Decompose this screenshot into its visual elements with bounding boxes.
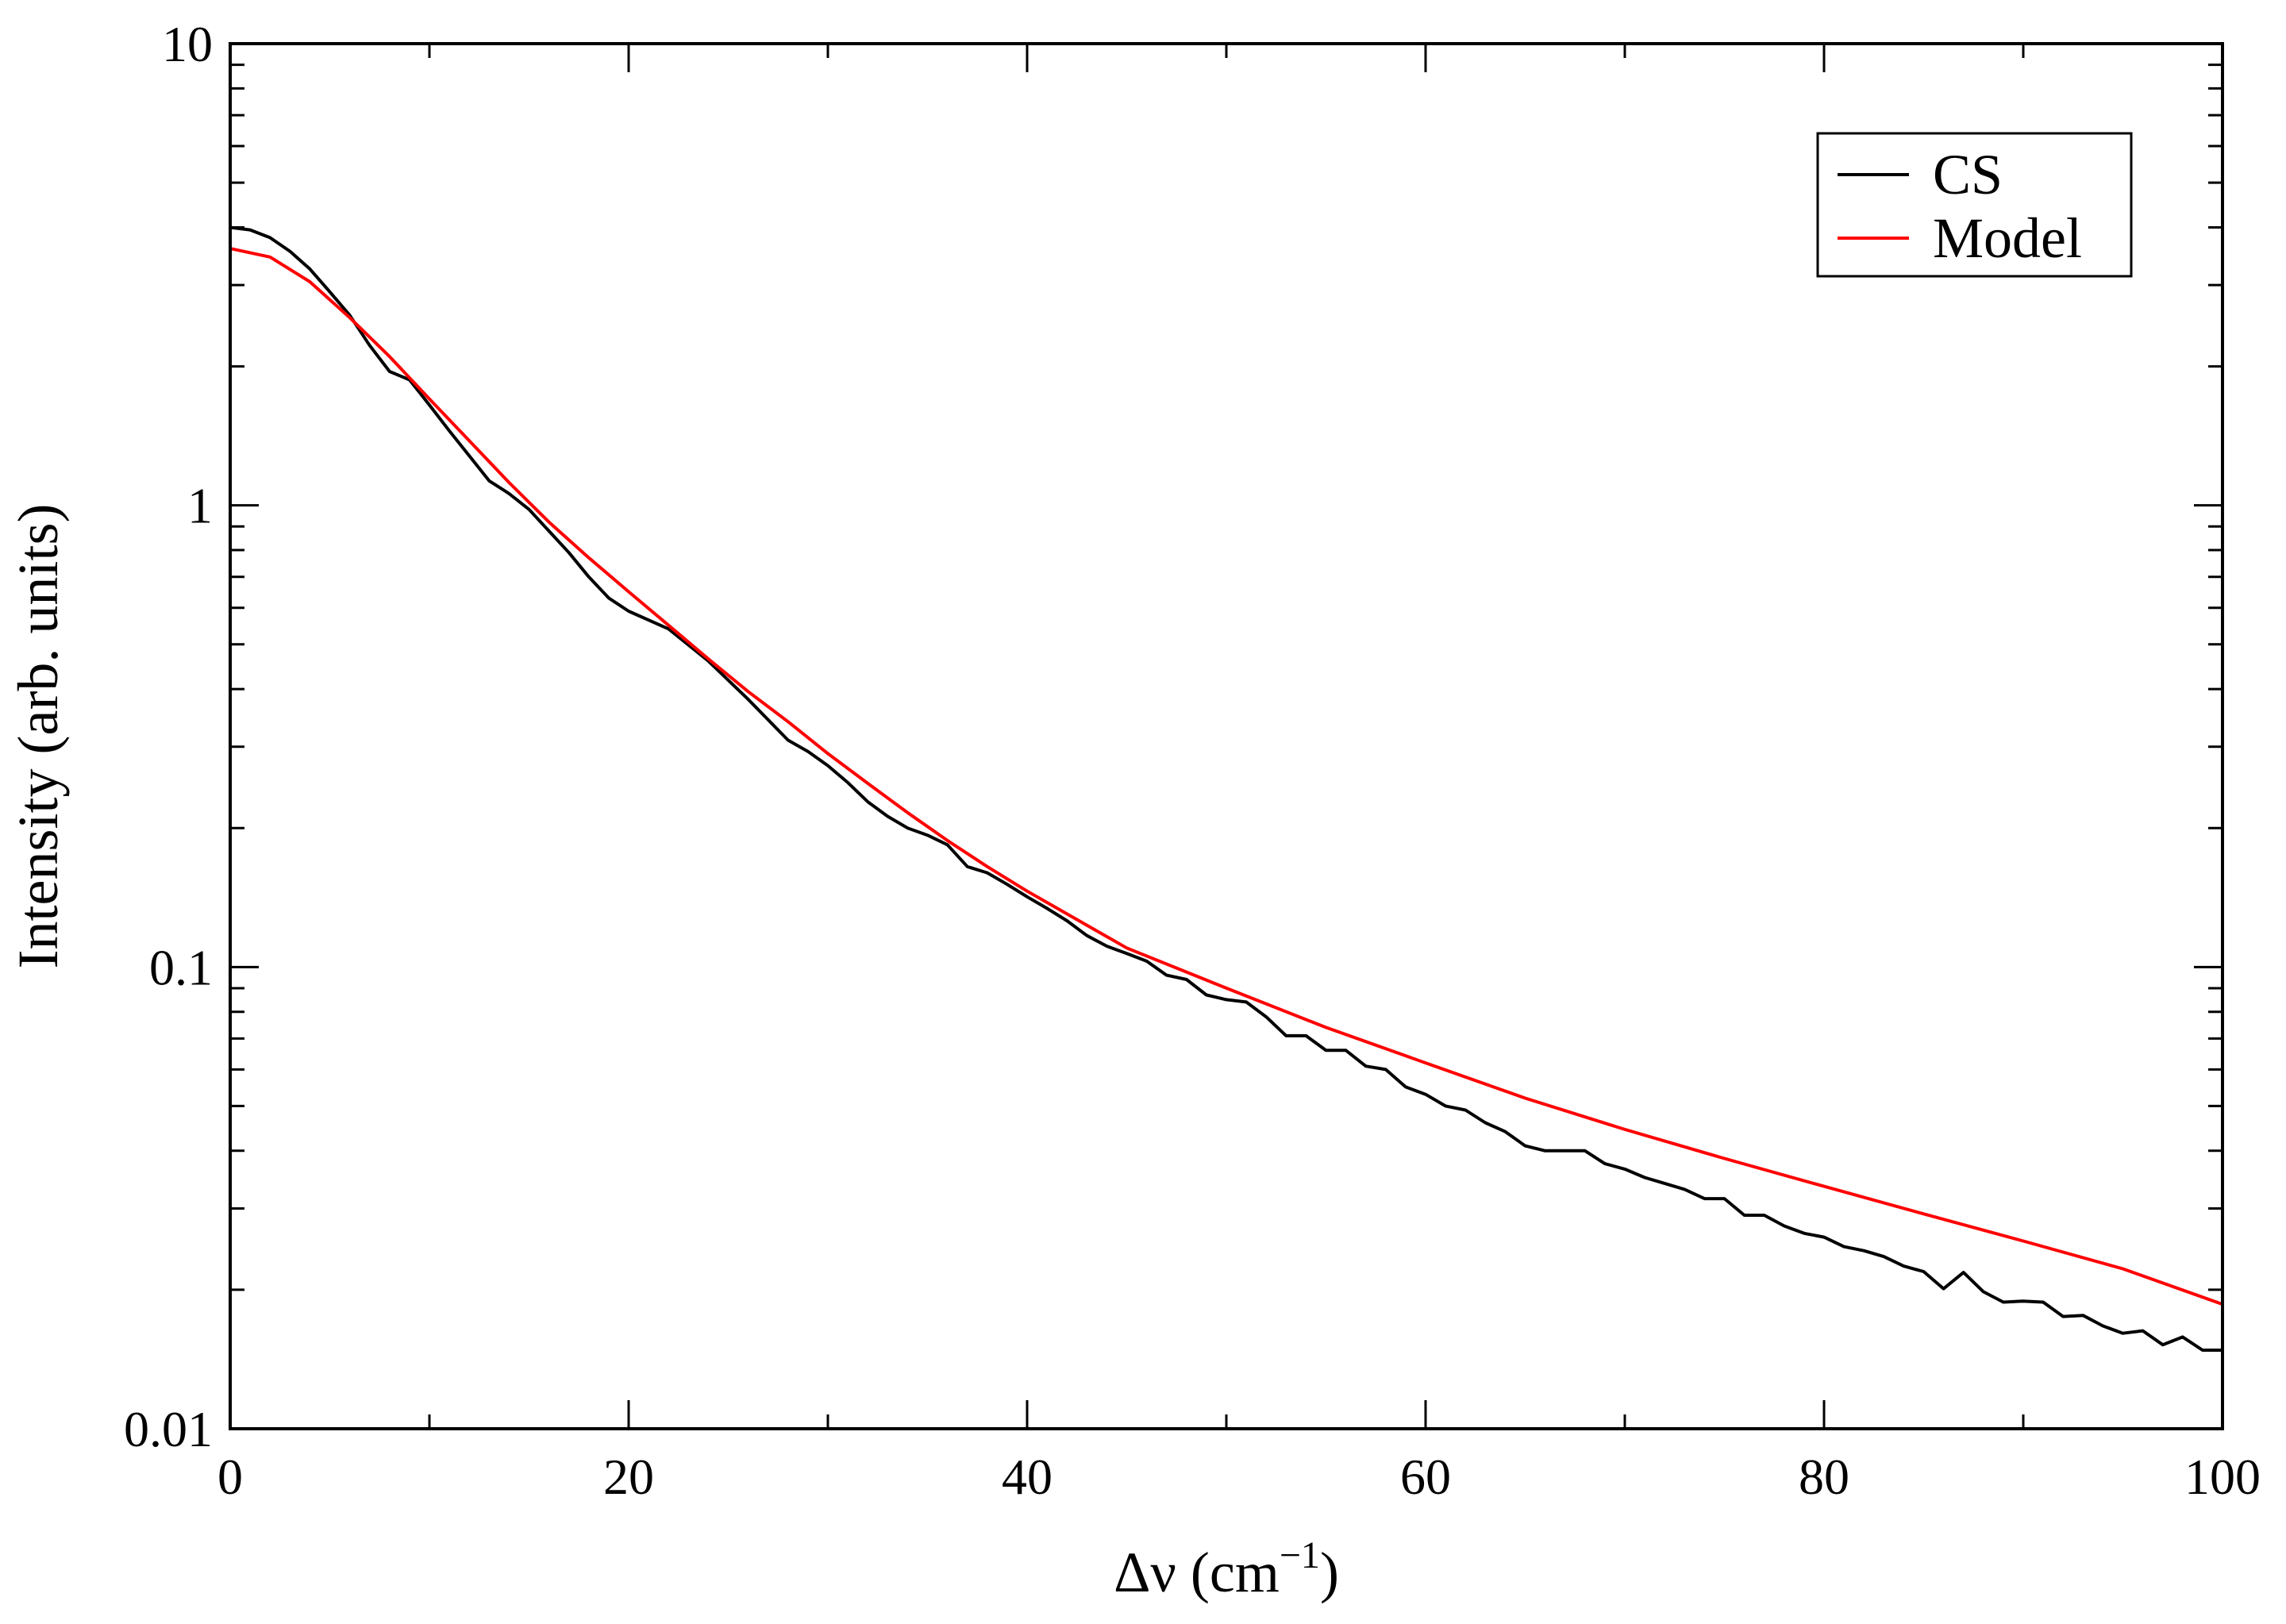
x-tick-label: 60 bbox=[1400, 1449, 1451, 1505]
y-tick-label: 0.1 bbox=[149, 939, 213, 995]
x-tick-label: 0 bbox=[217, 1449, 243, 1505]
x-axis-label-superscript: −1 bbox=[1280, 1534, 1320, 1576]
legend-label-model: Model bbox=[1933, 206, 2082, 270]
y-tick-label: 1 bbox=[187, 478, 213, 534]
x-axis-label: Δν (cm−1) bbox=[1114, 1534, 1339, 1604]
x-axis-label-end: ) bbox=[1320, 1541, 1339, 1604]
series-line-cs bbox=[229, 225, 2222, 1352]
legend-label-cs: CS bbox=[1933, 143, 2003, 206]
axis-tick-labels: 0 20 40 60 80 100 0.01 0.1 1 10 bbox=[124, 16, 2261, 1505]
legend-box bbox=[1816, 132, 2133, 278]
x-axis-label-main: Δν (cm bbox=[1114, 1541, 1280, 1604]
x-tick-label: 100 bbox=[2184, 1449, 2261, 1505]
legend: CS Model bbox=[1816, 132, 2133, 278]
series-layer bbox=[229, 225, 2223, 1352]
series-line-model bbox=[229, 247, 2223, 1307]
x-tick-label: 40 bbox=[1002, 1449, 1053, 1505]
x-tick-label: 80 bbox=[1799, 1449, 1849, 1505]
y-tick-label: 10 bbox=[162, 16, 213, 72]
plot-frame bbox=[229, 42, 2224, 1430]
x-tick-label: 20 bbox=[603, 1449, 654, 1505]
y-axis-label: Intensity (arb. units) bbox=[6, 504, 70, 969]
y-tick-label: 0.01 bbox=[124, 1401, 213, 1457]
